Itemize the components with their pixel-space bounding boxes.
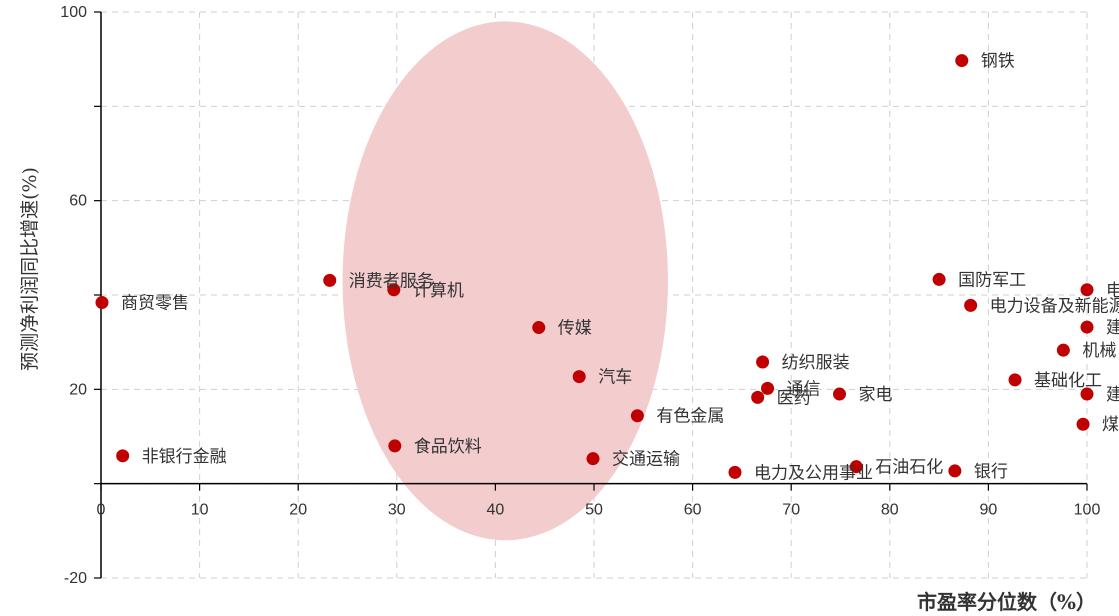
data-point [932,272,946,286]
data-point [728,465,742,479]
data-point [323,273,337,287]
data-point [532,321,546,335]
data-point [751,390,765,404]
x-tick-label: 20 [289,502,307,519]
data-point [1080,320,1094,334]
point-label: 煤炭 [1102,415,1119,435]
x-tick-label: 60 [684,502,702,519]
data-point [849,460,863,474]
data-point [833,387,847,401]
x-tick-label: 80 [881,502,899,519]
data-point [95,296,109,310]
x-tick-label: 10 [191,502,209,519]
data-point [1056,343,1070,357]
data-point [964,298,978,312]
data-point [761,381,775,395]
point-label: 建筑 [1106,385,1119,405]
point-label: 通信 [787,379,821,399]
highlight-ellipse [342,21,668,541]
data-point [948,464,962,478]
point-label: 银行 [974,462,1008,482]
point-label: 钢铁 [981,52,1015,72]
x-axis-title: 市盈率分位数（%） [917,590,1096,614]
data-point [388,439,402,453]
x-tick-label: 30 [388,502,406,519]
point-label: 传媒 [558,319,592,339]
data-point [756,355,770,369]
data-points [95,54,1094,479]
x-tick-label: 50 [585,502,603,519]
point-label: 石油石化 [875,458,943,478]
point-label: 基础化工 [1034,371,1102,391]
data-point [387,283,401,297]
point-label: 机械 [1082,341,1116,361]
point-label: 国防军工 [958,270,1026,290]
data-point [630,409,644,423]
point-label: 交通运输 [612,450,680,470]
data-point [1008,373,1022,387]
data-point [1080,387,1094,401]
point-label: 食品饮料 [414,437,482,457]
highlight-ellipse-group [342,21,668,541]
point-label: 消费者服务 [349,271,434,291]
point-label: 电力设备及新能源 [990,296,1119,316]
y-tick-label: 60 [69,193,87,210]
data-point [116,449,130,463]
x-tick-label: 90 [980,502,998,519]
y-axis-title: 预测净利润同比增速(%) [19,167,41,371]
x-tick-label: 100 [1074,502,1101,519]
point-label: 计算机 [413,281,464,301]
point-label: 纺织服装 [782,353,850,373]
point-label: 汽车 [598,368,632,388]
data-point [572,370,586,384]
point-label: 医药 [777,388,811,408]
data-point [1080,283,1094,297]
data-point [586,452,600,466]
axes: 100 60 20 -20 0 10 20 30 40 50 60 70 80 90 100 [60,4,1100,587]
point-label: 建材 [1106,318,1119,338]
point-label: 商贸零售 [121,294,189,314]
point-label: 非银行金融 [142,447,227,467]
point-label: 家电 [859,385,893,405]
data-point [955,54,969,68]
point-label: 电子 [1106,281,1119,301]
x-tick-label: 0 [97,502,106,519]
y-tick-label: 20 [69,381,87,398]
data-point [1076,417,1090,431]
y-tick-label: -20 [64,570,87,587]
x-tick-label: 70 [782,502,800,519]
point-label: 电力及公用事业 [754,463,873,483]
x-tick-label: 40 [487,502,505,519]
point-label: 有色金属 [656,407,724,427]
y-tick-label: 100 [60,4,87,21]
